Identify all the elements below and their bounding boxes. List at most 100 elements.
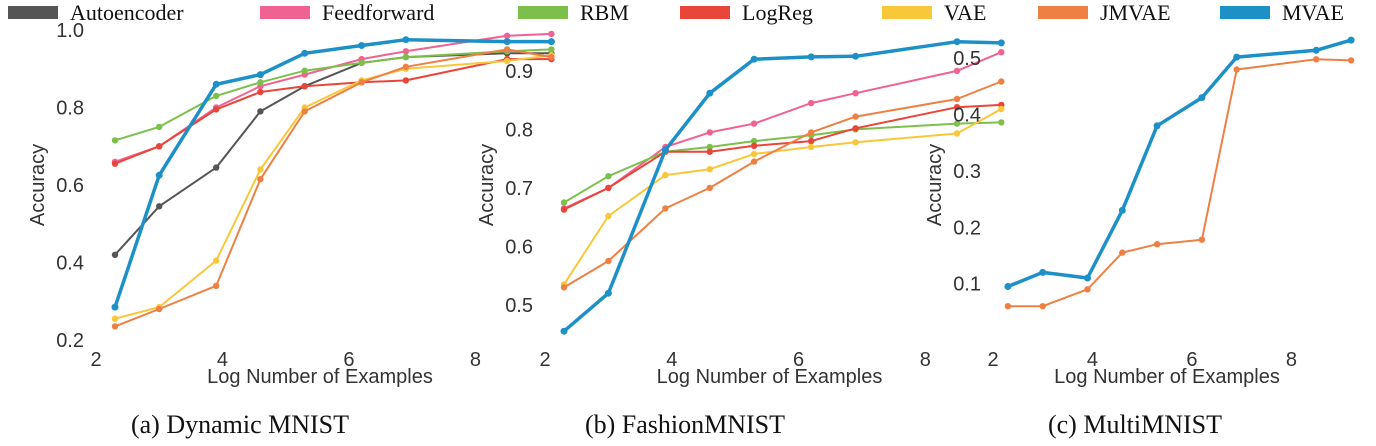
x-tick-label: 8 bbox=[1286, 349, 1297, 371]
y-tick-label: 0.8 bbox=[505, 119, 533, 141]
data-point-autoencoder bbox=[213, 164, 220, 171]
data-point-vae bbox=[852, 139, 859, 146]
series-line-vae bbox=[114, 54, 552, 320]
y-tick-label: 0.4 bbox=[953, 105, 981, 127]
data-point-jmvae bbox=[1313, 56, 1320, 63]
data-point-logreg bbox=[750, 142, 758, 149]
data-point-logreg bbox=[358, 79, 365, 86]
data-point-vae bbox=[257, 166, 264, 173]
data-point-vae bbox=[503, 57, 511, 65]
data-point-rbm bbox=[662, 148, 669, 155]
data-point-rbm bbox=[560, 199, 568, 206]
data-point-logreg bbox=[706, 148, 713, 155]
x-tick-label: 4 bbox=[1087, 349, 1098, 371]
legend-label-jmvae: JMVAE bbox=[1100, 0, 1171, 25]
data-point-mvae bbox=[1118, 206, 1126, 214]
data-point-vae bbox=[662, 171, 669, 179]
data-point-autoencoder bbox=[402, 53, 410, 61]
data-point-jmvae bbox=[402, 63, 410, 70]
legend-swatch-autoencoder bbox=[8, 6, 58, 19]
x-tick-label: 8 bbox=[920, 349, 931, 371]
data-point-mvae bbox=[111, 303, 119, 311]
data-point-jmvae bbox=[111, 323, 119, 330]
data-point-mvae bbox=[706, 89, 714, 97]
x-tick-label: 2 bbox=[539, 349, 550, 371]
data-point-mvae bbox=[750, 55, 758, 63]
data-point-jmvae bbox=[156, 305, 163, 313]
series-line-jmvae bbox=[1007, 58, 1352, 308]
data-point-rbm bbox=[301, 67, 308, 74]
x-tick-label: 6 bbox=[793, 349, 804, 371]
x-tick-label: 2 bbox=[987, 349, 998, 371]
data-point-feedforward bbox=[560, 205, 568, 212]
data-point-mvae bbox=[155, 171, 163, 179]
y-tick-label: 0.1 bbox=[953, 274, 981, 296]
data-point-jmvae bbox=[1004, 303, 1012, 310]
data-point-mvae bbox=[953, 38, 961, 46]
y-tick-label: 0.4 bbox=[56, 253, 84, 275]
data-point-vae bbox=[998, 105, 1005, 113]
data-point-vae bbox=[750, 150, 758, 158]
data-point-feedforward bbox=[156, 143, 163, 150]
y-tick-label: 0.2 bbox=[56, 330, 84, 352]
data-point-vae bbox=[560, 281, 568, 288]
data-point-autoencoder bbox=[156, 203, 163, 210]
data-point-logreg bbox=[998, 101, 1005, 109]
data-point-autoencoder bbox=[111, 251, 119, 258]
data-point-logreg bbox=[560, 206, 568, 213]
series-line-mvae bbox=[1007, 38, 1352, 289]
data-point-mvae bbox=[1153, 122, 1161, 130]
data-point-mvae bbox=[661, 146, 669, 154]
y-tick-label: 0.9 bbox=[505, 61, 533, 83]
y-tick-label: 0.6 bbox=[56, 175, 84, 197]
legend-label-vae: VAE bbox=[944, 0, 987, 25]
data-point-rbm bbox=[111, 137, 119, 144]
data-point-vae bbox=[213, 257, 220, 264]
series-line-jmvae bbox=[114, 48, 552, 328]
data-point-autoencoder bbox=[503, 50, 511, 57]
data-point-jmvae bbox=[706, 184, 713, 192]
data-point-mvae bbox=[560, 327, 568, 335]
x-tick-label: 6 bbox=[1186, 349, 1197, 371]
legend-label-autoencoder: Autoencoder bbox=[70, 0, 184, 25]
y-tick-label: 0.7 bbox=[505, 178, 533, 200]
data-point-vae bbox=[548, 52, 555, 59]
y-tick-label: 0.8 bbox=[56, 98, 84, 120]
data-point-rbm bbox=[808, 132, 815, 139]
data-point-logreg bbox=[852, 125, 859, 132]
data-point-logreg bbox=[808, 137, 815, 145]
series-line-logreg bbox=[563, 103, 1002, 211]
legend-swatch-mvae bbox=[1220, 6, 1270, 19]
data-point-mvae bbox=[807, 53, 815, 61]
y-tick-label: 0.6 bbox=[505, 236, 533, 258]
data-point-jmvae bbox=[503, 46, 511, 53]
data-point-rbm bbox=[750, 137, 758, 145]
data-point-feedforward bbox=[213, 104, 220, 111]
data-point-logreg bbox=[111, 160, 119, 167]
data-point-rbm bbox=[605, 173, 612, 180]
data-point-rbm bbox=[706, 143, 713, 151]
x-tick-label: 4 bbox=[217, 349, 228, 371]
data-point-logreg bbox=[503, 55, 511, 63]
data-point-rbm bbox=[503, 48, 511, 55]
data-point-vae bbox=[402, 65, 410, 73]
legend: Autoencoder Feedforward RBM LogReg VAE J… bbox=[0, 0, 1376, 30]
data-point-mvae bbox=[402, 36, 410, 44]
data-point-jmvae bbox=[257, 176, 264, 183]
data-point-feedforward bbox=[852, 90, 859, 97]
data-point-vae bbox=[808, 143, 815, 151]
series-line-jmvae bbox=[563, 80, 1002, 289]
data-point-feedforward bbox=[257, 83, 264, 90]
caption-multi-mnist: (c) MultiMNIST bbox=[1047, 410, 1223, 439]
data-point-jmvae bbox=[998, 78, 1005, 85]
y-tick-label: 0.5 bbox=[505, 295, 533, 317]
data-point-jmvae bbox=[953, 95, 961, 103]
data-point-mvae bbox=[852, 52, 860, 60]
data-point-mvae bbox=[1312, 46, 1320, 54]
data-point-autoencoder bbox=[301, 83, 308, 90]
data-point-feedforward bbox=[358, 55, 365, 63]
x-tick-label: 4 bbox=[666, 349, 677, 371]
data-point-logreg bbox=[953, 104, 961, 111]
data-point-mvae bbox=[256, 71, 264, 79]
